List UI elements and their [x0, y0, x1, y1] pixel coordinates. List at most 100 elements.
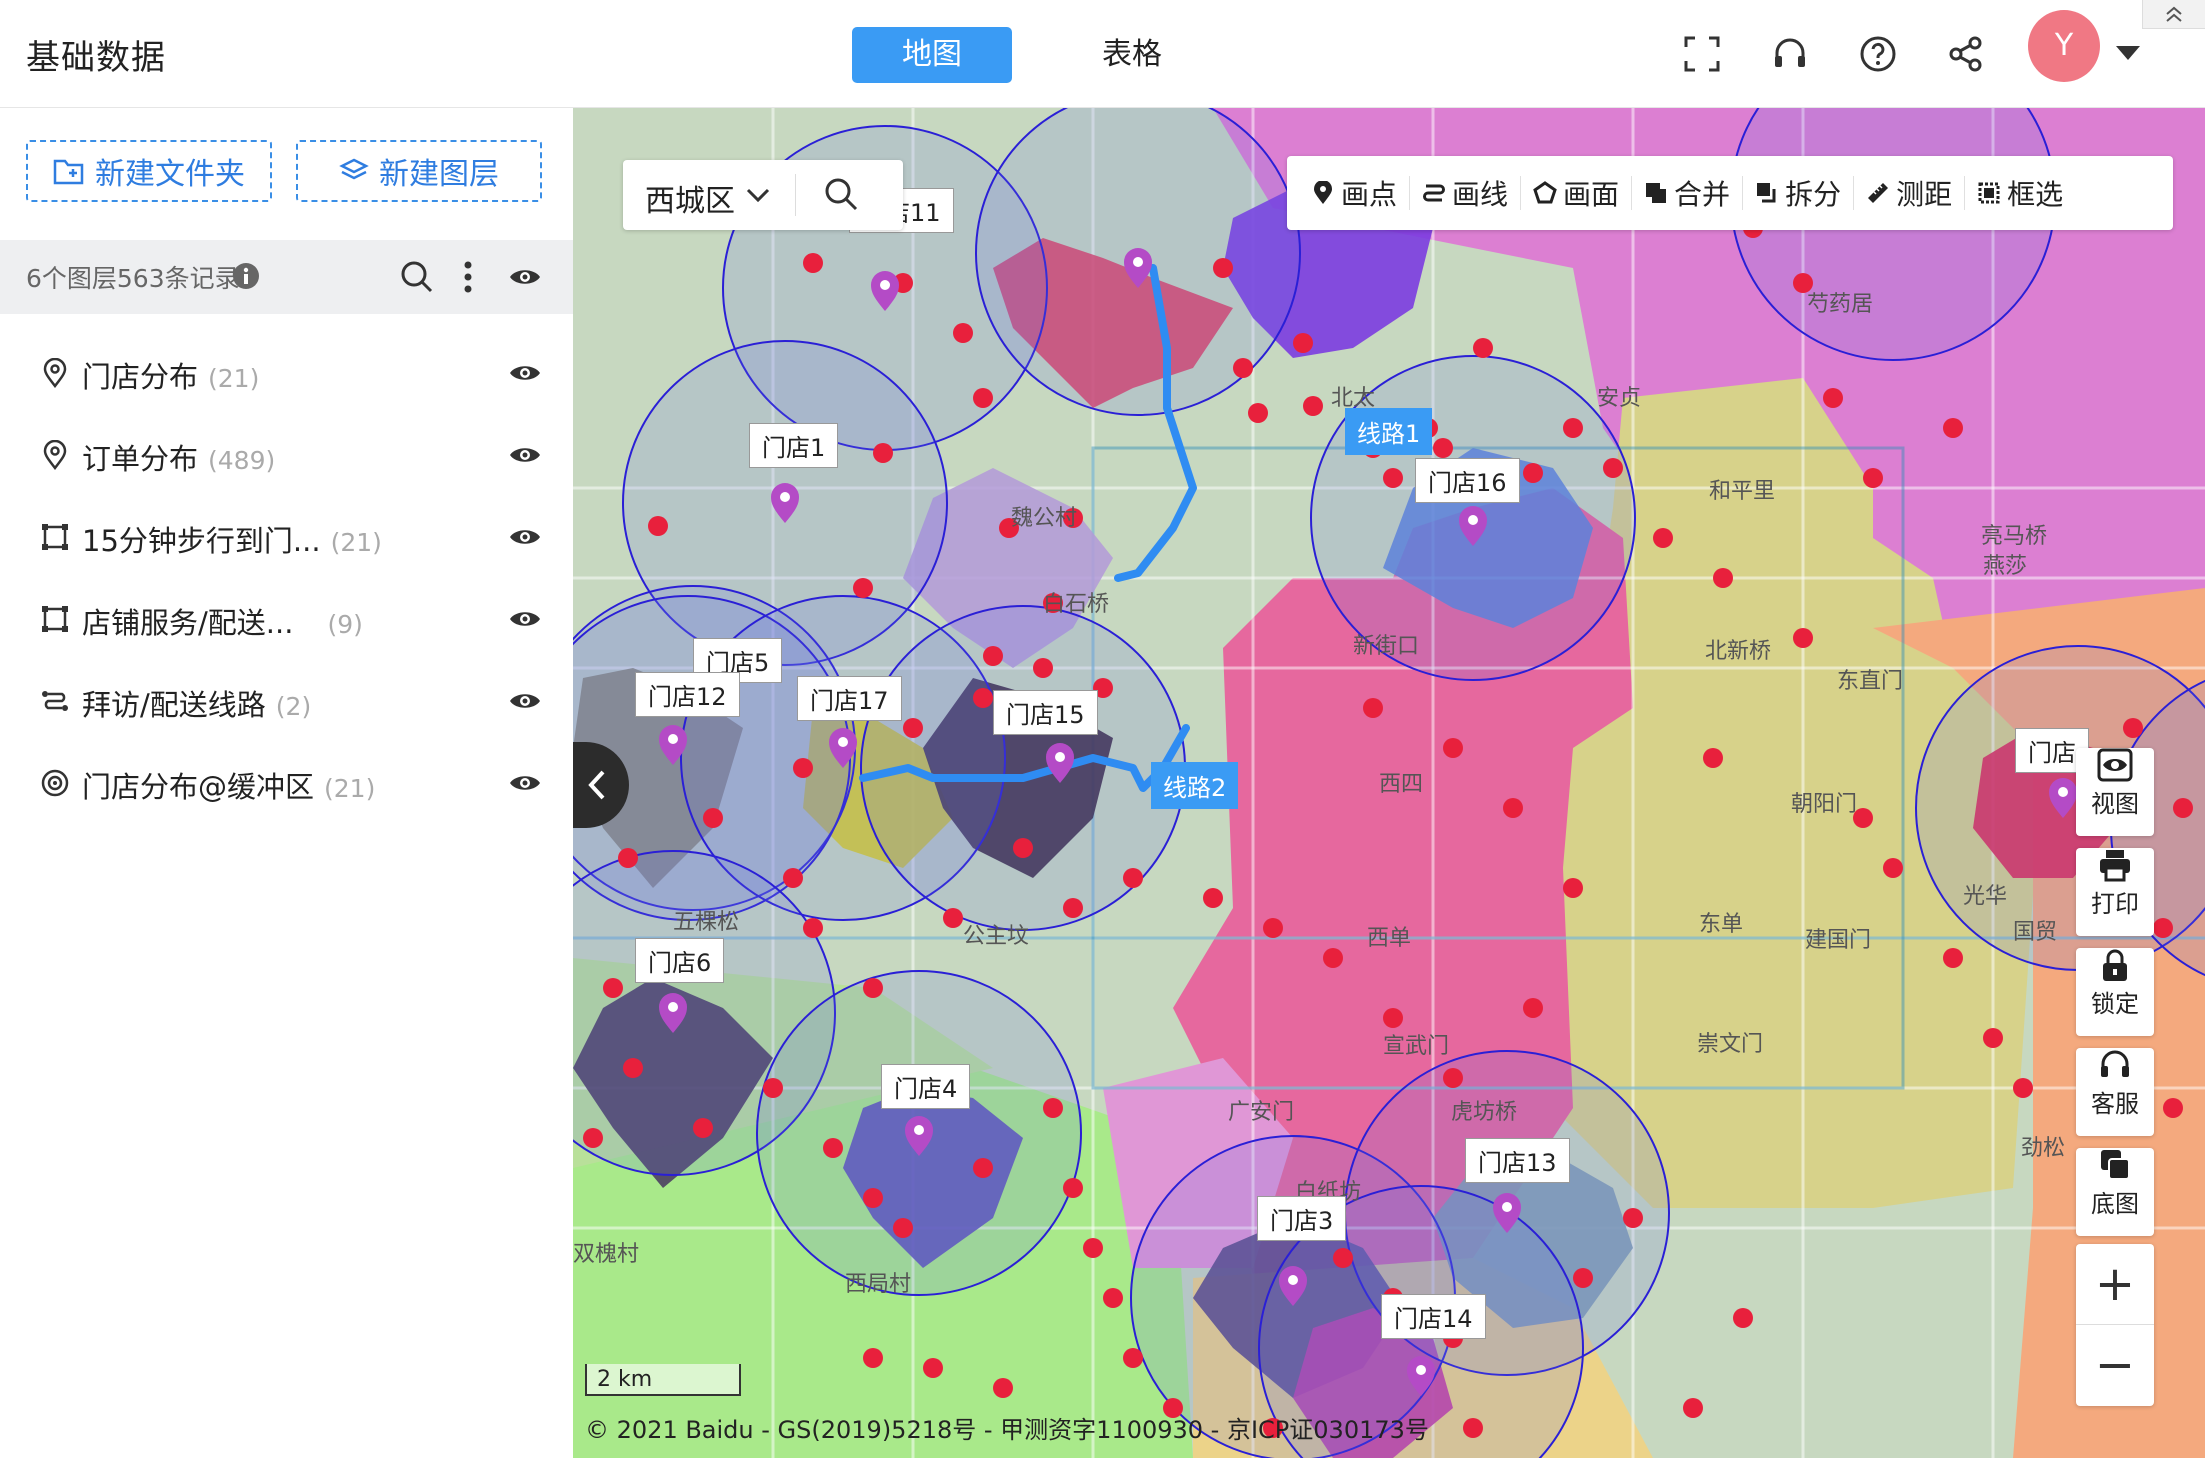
- tool-merge[interactable]: 合并: [1632, 176, 1744, 211]
- place-label: 崇文门: [1697, 1032, 1764, 1057]
- search-icon[interactable]: [823, 176, 859, 212]
- layer-item-routes[interactable]: 拜访/配送线路 (2): [0, 666, 573, 736]
- new-layer-label: 新建图层: [379, 157, 499, 192]
- tool-label: 框选: [2007, 178, 2064, 211]
- place-label: 亮马桥: [1981, 524, 2048, 549]
- place-label: 公主坟: [963, 924, 1030, 949]
- eye-icon[interactable]: [508, 526, 542, 548]
- side-tool-label: 客服: [2091, 1090, 2139, 1118]
- store-label[interactable]: 门店12: [635, 672, 740, 717]
- place-label: 五棵松: [673, 910, 740, 935]
- store-label[interactable]: 门店15: [993, 690, 1098, 735]
- polygon-icon: [42, 524, 68, 550]
- chevron-left-icon: [588, 770, 605, 800]
- zoom-in-button[interactable]: +: [2076, 1244, 2154, 1325]
- avatar[interactable]: Y: [2028, 10, 2100, 82]
- store-label[interactable]: 门店6: [635, 938, 725, 983]
- store-label[interactable]: 门店17: [797, 676, 902, 721]
- layer-summary: 6个图层563条记录: [26, 264, 240, 293]
- layer-name: 订单分布: [82, 442, 199, 476]
- buffer-icon: [41, 769, 69, 797]
- store-label[interactable]: 门店16: [1415, 458, 1520, 503]
- pin-icon: [43, 440, 67, 470]
- collapse-header-button[interactable]: [2142, 0, 2205, 29]
- new-layer-button[interactable]: 新建图层: [296, 140, 542, 202]
- map-canvas[interactable]: 魏公村 白石桥 新街口 和平里 北新桥 东直门 安贞 芍药居 亮马桥 燕莎 朝阳…: [573, 108, 2205, 1458]
- headset-icon: [2101, 1050, 2129, 1077]
- route-label[interactable]: 线路2: [1151, 762, 1239, 809]
- eye-icon[interactable]: [508, 608, 542, 630]
- tool-draw-line[interactable]: 画线: [1410, 176, 1522, 211]
- help-icon[interactable]: [1858, 34, 1898, 74]
- place-label: 双槐村: [573, 1242, 640, 1267]
- district-label: 西城区: [645, 184, 735, 219]
- info-icon[interactable]: [232, 262, 260, 290]
- new-folder-icon: [53, 159, 84, 185]
- store-label[interactable]: 门店14: [1381, 1294, 1486, 1339]
- store-label[interactable]: 门店4: [881, 1064, 971, 1109]
- tool-draw-point[interactable]: 画点: [1299, 176, 1411, 211]
- store-label[interactable]: 门店3: [1257, 1196, 1347, 1241]
- tool-split[interactable]: 拆分: [1743, 176, 1855, 211]
- side-tool-label: 锁定: [2091, 990, 2139, 1018]
- printer-icon: [2100, 850, 2130, 882]
- headset-icon[interactable]: [1770, 34, 1810, 74]
- draw-toolbar: 画点 画线 画面 合并 拆分 测距 框选: [1287, 156, 2173, 230]
- fullscreen-icon[interactable]: [1682, 34, 1722, 74]
- tool-label: 合并: [1674, 178, 1731, 211]
- eye-icon[interactable]: [508, 266, 542, 288]
- side-tool-label: 视图: [2091, 790, 2139, 818]
- layer-count: (489): [208, 446, 276, 475]
- tool-draw-polygon[interactable]: 画面: [1521, 176, 1633, 211]
- layer-item-store-distribution[interactable]: 门店分布 (21): [0, 338, 573, 408]
- eye-icon[interactable]: [508, 772, 542, 794]
- place-label: 东直门: [1837, 669, 1904, 694]
- layer-item-order-distribution[interactable]: 订单分布 (489): [0, 420, 573, 490]
- collapse-sidebar-button[interactable]: [573, 742, 629, 828]
- print-button[interactable]: 打印: [2076, 848, 2154, 936]
- district-select[interactable]: 西城区: [623, 160, 903, 230]
- chevron-up-icon: [2166, 6, 2182, 22]
- chevron-down-icon[interactable]: [2116, 46, 2140, 60]
- search-icon[interactable]: [400, 260, 434, 294]
- tool-measure[interactable]: 测距: [1854, 176, 1966, 211]
- line-icon: [1423, 184, 1445, 202]
- layer-item-buffer[interactable]: 门店分布@缓冲区 (21): [0, 748, 573, 818]
- more-icon[interactable]: [462, 260, 474, 294]
- lock-button[interactable]: 锁定: [2076, 948, 2154, 1036]
- store-label[interactable]: 门店13: [1465, 1138, 1570, 1183]
- app-title: 基础数据: [26, 38, 166, 78]
- eye-icon[interactable]: [508, 690, 542, 712]
- tab-map[interactable]: 地图: [852, 27, 1012, 83]
- layers-icon: [339, 158, 369, 180]
- order-markers: [583, 218, 2193, 1438]
- eye-icon[interactable]: [508, 362, 542, 384]
- layer-count: (21): [330, 528, 382, 557]
- zoom-out-button[interactable]: −: [2094, 1337, 2136, 1393]
- tool-label: 画线: [1452, 178, 1509, 211]
- layer-item-walk-15min[interactable]: 15分钟步行到门... (21): [0, 502, 573, 572]
- basemap-icon: [2101, 1150, 2130, 1180]
- view-button[interactable]: 视图: [2076, 748, 2154, 836]
- side-tool-label: 底图: [2091, 1190, 2139, 1218]
- layer-name: 门店分布@缓冲区: [82, 770, 315, 804]
- basemap-button[interactable]: 底图: [2076, 1148, 2154, 1236]
- support-button[interactable]: 客服: [2076, 1048, 2154, 1136]
- place-label: 西局村: [845, 1272, 912, 1297]
- tool-label: 画面: [1563, 178, 1620, 211]
- route-label[interactable]: 线路1: [1345, 408, 1433, 455]
- layer-item-service-area[interactable]: 店铺服务/配送... (9): [0, 584, 573, 654]
- place-label: 西四: [1379, 772, 1424, 797]
- share-icon[interactable]: [1946, 34, 1986, 74]
- tool-box-select[interactable]: 框选: [1965, 176, 2075, 211]
- layer-count: (2): [275, 692, 312, 721]
- new-folder-button[interactable]: 新建文件夹: [26, 140, 272, 202]
- lock-icon: [2103, 949, 2127, 981]
- eye-icon[interactable]: [508, 444, 542, 466]
- place-label: 白石桥: [1043, 592, 1110, 617]
- store-label[interactable]: 门店1: [749, 423, 839, 468]
- place-label: 光华: [1963, 884, 2008, 909]
- tab-table[interactable]: 表格: [1102, 37, 1162, 72]
- scale-label: 2 km: [585, 1364, 741, 1396]
- map-copyright: © 2021 Baidu - GS(2019)5218号 - 甲测资字11009…: [585, 1416, 1429, 1444]
